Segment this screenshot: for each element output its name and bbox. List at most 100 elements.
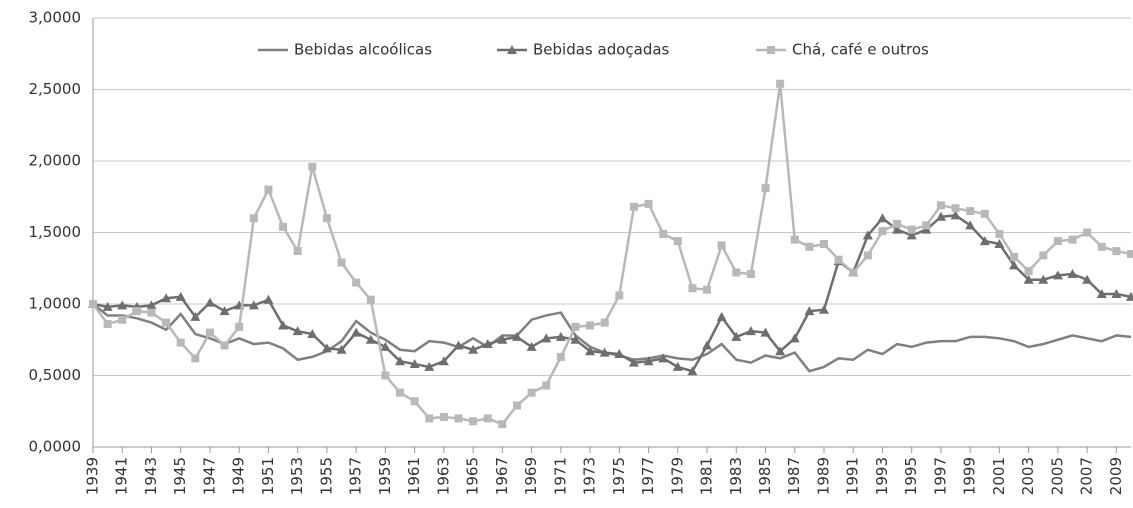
data-point — [1126, 291, 1133, 301]
data-point — [805, 242, 814, 251]
data-point — [235, 322, 244, 331]
y-tick-label: 3,0000 — [29, 9, 82, 27]
data-point — [365, 334, 376, 344]
data-point — [716, 311, 727, 321]
data-point — [892, 224, 903, 234]
data-point — [615, 291, 624, 300]
legend-marker — [507, 45, 517, 54]
data-point — [439, 412, 448, 421]
data-point — [176, 338, 185, 347]
data-point — [789, 333, 800, 343]
data-point — [862, 230, 873, 240]
data-point — [672, 361, 683, 371]
data-point — [336, 344, 347, 354]
data-point — [1052, 270, 1063, 280]
x-tick-label: 1971 — [551, 457, 569, 495]
data-point — [950, 210, 961, 220]
data-point — [818, 304, 829, 314]
x-tick-label: 1983 — [727, 457, 745, 495]
x-tick-label: 1977 — [639, 457, 657, 495]
x-tick-label: 1975 — [610, 457, 628, 495]
data-point — [819, 239, 828, 248]
data-point — [161, 293, 172, 303]
data-point — [279, 222, 288, 231]
data-point — [1053, 237, 1062, 246]
data-point — [775, 346, 786, 356]
x-tick-label: 1939 — [84, 457, 102, 495]
data-point — [878, 227, 887, 236]
data-point — [599, 347, 610, 357]
x-tick-label: 1961 — [405, 457, 423, 495]
data-point — [994, 238, 1005, 248]
data-point — [292, 326, 303, 336]
data-point — [658, 353, 669, 363]
data-point — [628, 357, 639, 367]
data-point — [498, 420, 507, 429]
data-point — [555, 331, 566, 341]
data-point — [352, 278, 361, 287]
y-tick-label: 2,0000 — [29, 152, 82, 170]
data-point — [922, 221, 931, 230]
data-point — [745, 326, 756, 336]
data-point — [321, 343, 332, 353]
data-point — [980, 209, 989, 218]
data-point — [703, 285, 712, 294]
data-point — [1112, 247, 1121, 256]
data-point — [673, 237, 682, 246]
data-point — [849, 268, 858, 277]
data-point — [307, 329, 318, 339]
data-point — [1083, 228, 1092, 237]
data-point — [1009, 260, 1020, 270]
data-point — [1082, 274, 1093, 284]
data-point — [249, 214, 258, 223]
data-point — [907, 225, 916, 234]
data-point — [1038, 274, 1049, 284]
series-line — [91, 83, 1132, 426]
data-point — [89, 300, 97, 308]
y-tick-label: 1,0000 — [29, 295, 82, 313]
data-point — [322, 214, 331, 223]
data-point — [511, 331, 522, 341]
x-tick-label: 1967 — [493, 457, 511, 495]
x-tick-label: 1989 — [814, 457, 832, 495]
data-point — [483, 414, 492, 423]
data-point — [1068, 235, 1077, 244]
data-point — [512, 401, 521, 410]
data-point — [263, 294, 274, 304]
data-point — [395, 356, 406, 366]
x-tick-label: 1995 — [902, 457, 920, 495]
data-point — [688, 284, 697, 293]
data-point — [731, 331, 742, 341]
data-point — [1023, 274, 1034, 284]
data-point — [542, 381, 551, 390]
data-point — [965, 220, 976, 230]
x-tick-label: 1941 — [113, 457, 131, 495]
x-tick-label: 1965 — [464, 457, 482, 495]
data-point — [396, 388, 405, 397]
data-point — [308, 162, 317, 171]
x-tick-label: 1963 — [434, 457, 452, 495]
x-tick-label: 1979 — [668, 457, 686, 495]
data-point — [659, 229, 668, 238]
data-point — [248, 300, 259, 310]
x-tick-label: 1985 — [756, 457, 774, 495]
data-point — [220, 341, 229, 350]
data-point — [117, 300, 128, 310]
data-point — [1067, 268, 1078, 278]
data-point — [132, 307, 141, 316]
data-point — [102, 301, 113, 311]
data-point — [175, 291, 186, 301]
x-tick-label: 2007 — [1078, 457, 1096, 495]
data-point — [804, 306, 815, 316]
data-point — [732, 268, 741, 277]
legend-label: Bebidas alcoólicas — [294, 41, 432, 59]
data-point — [162, 318, 171, 327]
data-point — [995, 229, 1004, 238]
data-point — [1096, 288, 1107, 298]
x-tick-label: 1947 — [200, 457, 218, 495]
x-tick-label: 1959 — [376, 457, 394, 495]
x-tick-label: 1955 — [317, 457, 335, 495]
data-point — [979, 236, 990, 246]
data-point — [761, 184, 770, 193]
data-point — [190, 311, 201, 321]
